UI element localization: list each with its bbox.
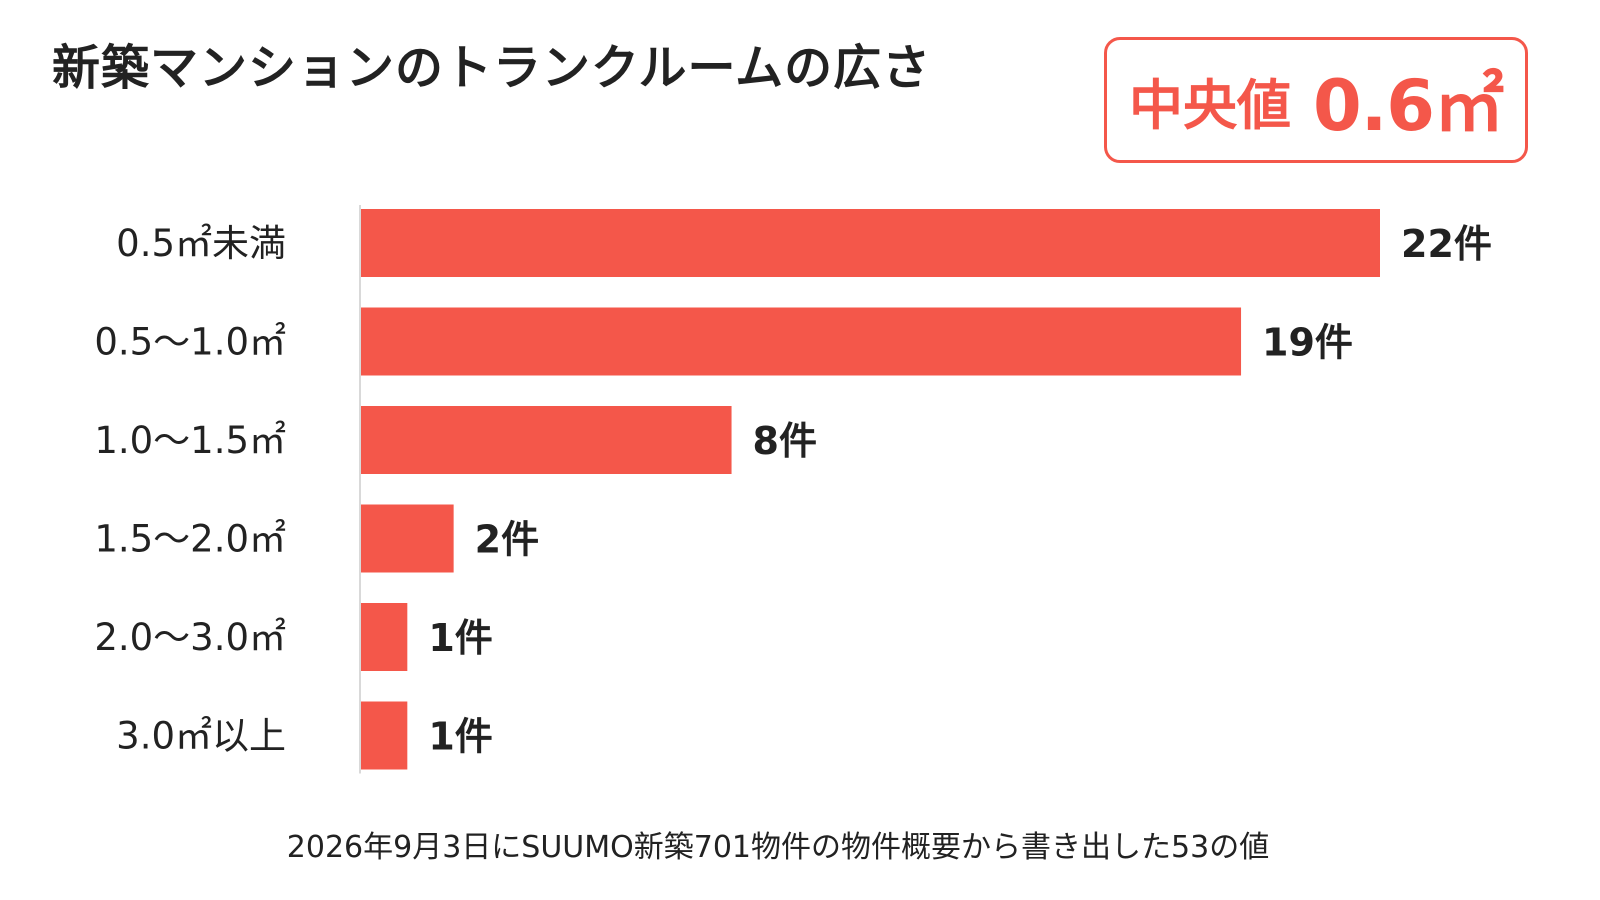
- category-label: 3.0㎡以上: [116, 715, 286, 758]
- bar: [361, 701, 408, 770]
- category-label: 2.0〜3.0㎡: [94, 616, 286, 659]
- category-label: 1.5〜2.0㎡: [94, 518, 286, 561]
- median-label: 中央値: [1128, 73, 1291, 137]
- bar: [361, 209, 1380, 277]
- value-label: 22件: [1401, 222, 1492, 266]
- median-badge: 中央値 0.6㎡: [1104, 37, 1528, 163]
- category-label: 0.5㎡未満: [116, 222, 286, 265]
- value-label: 19件: [1262, 321, 1353, 365]
- category-label: 1.0〜1.5㎡: [94, 419, 286, 462]
- value-label: 2件: [475, 518, 539, 562]
- bar: [361, 603, 408, 671]
- bar: [361, 504, 454, 573]
- source-footnote: 2026年9月3日にSUUMO新築701物件の物件概要から書き出した53の値: [286, 830, 1270, 865]
- bar: [361, 307, 1242, 376]
- median-value: 0.6㎡: [1312, 64, 1504, 147]
- bar: [361, 406, 732, 474]
- category-label: 0.5〜1.0㎡: [94, 321, 286, 364]
- chart-title: 新築マンションのトランクルームの広さ: [52, 40, 932, 96]
- bars-group: 0.5㎡未満 22件 0.5〜1.0㎡ 19件 1.0〜1.5㎡ 8件 1.5〜2.0㎡ 2件…: [94, 209, 1492, 770]
- value-label: 8件: [753, 419, 817, 463]
- value-label: 1件: [428, 715, 492, 759]
- value-label: 1件: [428, 616, 492, 660]
